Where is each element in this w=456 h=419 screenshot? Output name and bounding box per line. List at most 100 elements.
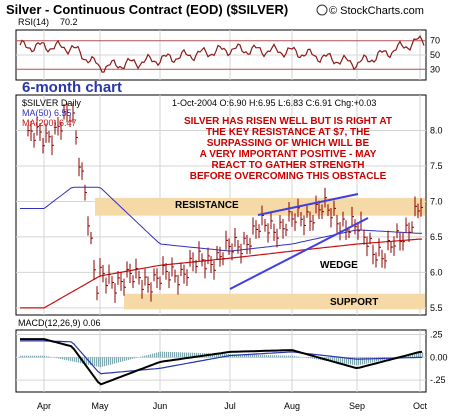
period-label: 6-month chart <box>22 79 122 96</box>
macd-histogram-bar <box>262 354 264 358</box>
macd-histogram-bar <box>276 355 278 358</box>
ma50-line <box>20 186 423 252</box>
macd-histogram-bar <box>140 356 142 358</box>
macd-histogram-bar <box>314 357 316 360</box>
x-label-jun: Jun <box>153 401 168 411</box>
macd-histogram-bar <box>38 355 40 358</box>
macd-tick--.25: -.25 <box>430 375 446 385</box>
macd-histogram-bar <box>330 357 332 362</box>
macd-histogram-bar <box>270 355 272 358</box>
price-frame <box>15 94 427 316</box>
macd-histogram-bar <box>48 356 50 358</box>
macd-histogram-bar <box>364 357 366 365</box>
macd-histogram-bar <box>98 357 100 367</box>
macd-histogram-bar <box>284 355 286 358</box>
macd-histogram-bar <box>74 357 76 362</box>
ohlc-readout: 1-Oct-2004 O:6.90 H:6.95 L:6.83 C:6.91 C… <box>172 98 376 108</box>
macd-histogram-bar <box>360 357 362 365</box>
resistance-zone <box>95 197 425 216</box>
macd-histogram-bar <box>192 352 194 358</box>
macd-histogram-bar <box>56 357 58 359</box>
macd-histogram-bar <box>362 357 364 365</box>
rsi-grid <box>43 30 421 80</box>
macd-histogram-bar <box>92 357 94 366</box>
wedge-label: WEDGE <box>320 260 358 271</box>
macd-histogram-bar <box>292 355 294 358</box>
macd-histogram-bar <box>196 352 198 358</box>
macd-histogram-bar <box>370 357 372 363</box>
macd-histogram-bar <box>110 357 112 365</box>
rsi-panel: RSI(14) 70.2 70 50 30 <box>15 17 440 81</box>
macd-histogram-bar <box>68 357 70 361</box>
macd-histogram-bar <box>62 357 64 360</box>
macd-histogram-bar <box>272 355 274 358</box>
macd-histogram-bar <box>244 354 246 358</box>
macd-histogram-bar <box>342 357 344 364</box>
macd-histogram-bar <box>100 357 102 368</box>
macd-histogram-bar <box>152 353 154 358</box>
macd-histogram-bar <box>182 352 184 358</box>
macd-histogram-bar <box>254 354 256 358</box>
macd-tick-labels: .25 0.00 -.25 <box>430 330 448 386</box>
macd-histogram-bar <box>36 355 38 358</box>
macd-histogram-bar <box>24 355 26 358</box>
macd-histogram-bar <box>166 351 168 358</box>
macd-histogram-bar <box>354 357 356 366</box>
macd-histogram-bar <box>128 357 130 360</box>
macd-histogram-bar <box>42 355 44 358</box>
x-label-aug: Aug <box>284 401 300 411</box>
macd-frame <box>15 329 427 393</box>
ma200-line <box>20 238 422 309</box>
macd-histogram-bar <box>308 357 310 359</box>
macd-histogram-bar <box>46 356 48 358</box>
macd-histogram-bar <box>214 353 216 358</box>
macd-histogram-bar <box>418 352 420 358</box>
macd-histogram-bar <box>414 353 416 358</box>
commentary-line: THE KEY RESISTANCE AT $7, THE <box>206 127 370 138</box>
macd-histogram-bar <box>84 357 86 364</box>
macd-histogram-bar <box>198 352 200 358</box>
macd-histogram-bar <box>170 351 172 358</box>
macd-histogram-bar <box>80 357 82 364</box>
macd-histogram-bar <box>70 357 72 362</box>
macd-histogram-bar <box>216 353 218 358</box>
rsi-tick-70: 70 <box>430 36 440 46</box>
macd-histogram-bar <box>334 357 336 363</box>
stockcharts-logo: © StockCharts.com <box>316 4 424 17</box>
resistance-label: RESISTANCE <box>175 200 239 211</box>
copyright-text: © StockCharts.com <box>329 5 424 17</box>
macd-histogram-bar <box>32 355 34 358</box>
macd-histogram-bar <box>64 357 66 360</box>
macd-histogram-bar <box>160 351 162 358</box>
macd-histogram-bar <box>108 357 110 366</box>
macd-histogram-bar <box>316 357 318 360</box>
macd-histogram-bar <box>248 354 250 358</box>
macd-histogram-bar <box>194 352 196 358</box>
macd-histogram-bar <box>352 357 354 365</box>
macd-histogram-bar <box>150 354 152 358</box>
macd-histogram-bar <box>250 354 252 358</box>
macd-histogram-bar <box>252 354 254 358</box>
macd-histogram-bar <box>122 357 124 362</box>
macd-histogram-bar <box>132 357 134 359</box>
macd-histogram-bar <box>376 357 378 362</box>
macd-histogram-bar <box>240 354 242 358</box>
rsi-label: RSI(14) <box>18 17 49 27</box>
macd-histogram-bar <box>26 355 28 358</box>
macd-panel: MACD(12,26,9) 0.06 .25 0.00 -.25 <box>15 318 448 393</box>
macd-histogram-bar <box>156 352 158 358</box>
macd-histogram-bar <box>356 357 358 366</box>
commentary-line: REACT TO GATHER STRENGTH <box>212 160 365 171</box>
macd-histogram-bar <box>40 355 42 358</box>
macd-histogram-bar <box>116 357 118 364</box>
price-tick-labels: 8.0 7.5 7.0 6.5 6.0 5.5 <box>430 125 443 312</box>
macd-histogram-bar <box>336 357 338 363</box>
x-label-sep: Sep <box>349 401 365 411</box>
macd-histogram-bar <box>280 355 282 358</box>
macd-histogram-bar <box>412 354 414 358</box>
chart-title: Silver - Continuous Contract (EOD) ($SIL… <box>6 2 288 17</box>
macd-histogram-bar <box>118 357 120 363</box>
macd-histogram-bar <box>102 357 104 367</box>
macd-histogram-bar <box>310 357 312 359</box>
